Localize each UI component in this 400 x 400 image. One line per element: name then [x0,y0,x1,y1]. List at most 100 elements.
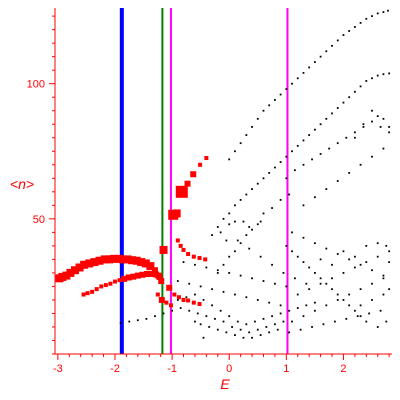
data-point-black [296,144,299,147]
data-point-black [308,288,311,291]
data-point-black [279,93,282,96]
data-point-black [285,177,288,180]
data-point-black [285,88,288,90]
data-point-black [205,266,208,269]
data-point-black [353,255,356,258]
data-point-black [353,136,356,139]
data-point-red [90,258,99,267]
data-point-black [219,231,222,234]
data-point-black [274,99,276,101]
data-point-black [302,139,305,142]
data-point-red [153,271,160,278]
data-point-black [302,71,305,74]
data-point-black [188,309,191,312]
data-point-black [268,171,271,174]
data-point-red [81,292,86,297]
data-point-black [302,163,305,166]
data-point-black [328,147,331,150]
data-point-black [359,21,362,24]
data-point-black [211,288,213,291]
data-point-black [319,123,322,126]
data-point-black [385,320,388,323]
data-point-black [331,263,333,266]
x-tick-label: -1 [167,363,177,375]
data-point-black [196,312,199,315]
x-axis-title: E [220,376,230,392]
data-point-red [197,301,202,306]
data-point-black [256,182,259,185]
x-tick-label: -2 [110,363,120,375]
x-tick-label: 1 [283,363,289,375]
data-point-black [245,296,248,299]
data-point-red [159,245,168,254]
data-point-black [274,323,276,326]
data-point-black [285,244,288,247]
tick-labels: -3 -2 -1 0 1 2 50 100 [27,79,347,375]
data-point-black [382,277,385,280]
data-point-black [119,322,122,324]
data-point-black [219,309,222,312]
data-point-black [245,193,248,196]
data-point-black [291,250,293,253]
data-point-black [268,301,271,304]
data-point-black [256,117,259,120]
data-point-black [222,263,225,266]
data-point-black [239,199,242,201]
data-point-black [376,12,379,15]
data-point-black [313,301,316,304]
data-point-black [234,204,236,207]
data-point-black [236,320,239,323]
data-point-black [216,269,219,272]
data-point-black [331,277,333,280]
data-point-red [95,256,104,265]
data-point-black [371,77,373,80]
data-point-black [345,317,348,320]
data-point-black [333,320,336,323]
data-point-black [348,258,351,261]
data-point-black [359,85,362,88]
data-point-black [291,320,293,323]
data-point-black [214,317,216,320]
data-point-black [274,166,276,169]
data-point-black [382,117,385,120]
data-point-black [274,282,276,285]
data-point-red [178,243,183,248]
data-point-black [222,290,225,293]
data-point-black [356,315,359,318]
data-point-black [311,158,313,161]
data-point-black [331,288,333,291]
data-point-black [288,309,291,312]
data-point-black [313,128,316,131]
data-point-black [296,255,299,258]
data-point-red [132,256,141,265]
data-point-black [245,134,248,136]
data-point-black [385,244,388,247]
data-point-black [296,293,299,296]
data-point-black [262,317,265,320]
data-point-black [336,180,339,182]
data-point-red [203,257,208,262]
data-point-black [362,126,365,128]
data-point-black [205,315,208,318]
data-point-black [245,323,248,326]
data-point-black [231,326,233,328]
data-point-black [319,55,322,58]
data-point-black [331,112,333,115]
data-point-black [228,315,231,318]
data-point-black [279,312,282,315]
data-point-black [365,17,368,20]
data-point-black [342,272,345,274]
data-point-black [305,304,308,307]
data-point-black [371,109,373,112]
data-point-black [376,115,379,118]
data-point-black [199,285,202,288]
data-point-black [359,315,362,318]
data-point-black [154,315,156,318]
data-point-red [186,298,191,303]
data-point-black [234,250,236,253]
data-point-black [291,150,293,153]
data-point-black [234,293,236,296]
data-point-black [388,261,391,263]
data-point-black [376,74,379,77]
data-point-black [293,277,296,280]
